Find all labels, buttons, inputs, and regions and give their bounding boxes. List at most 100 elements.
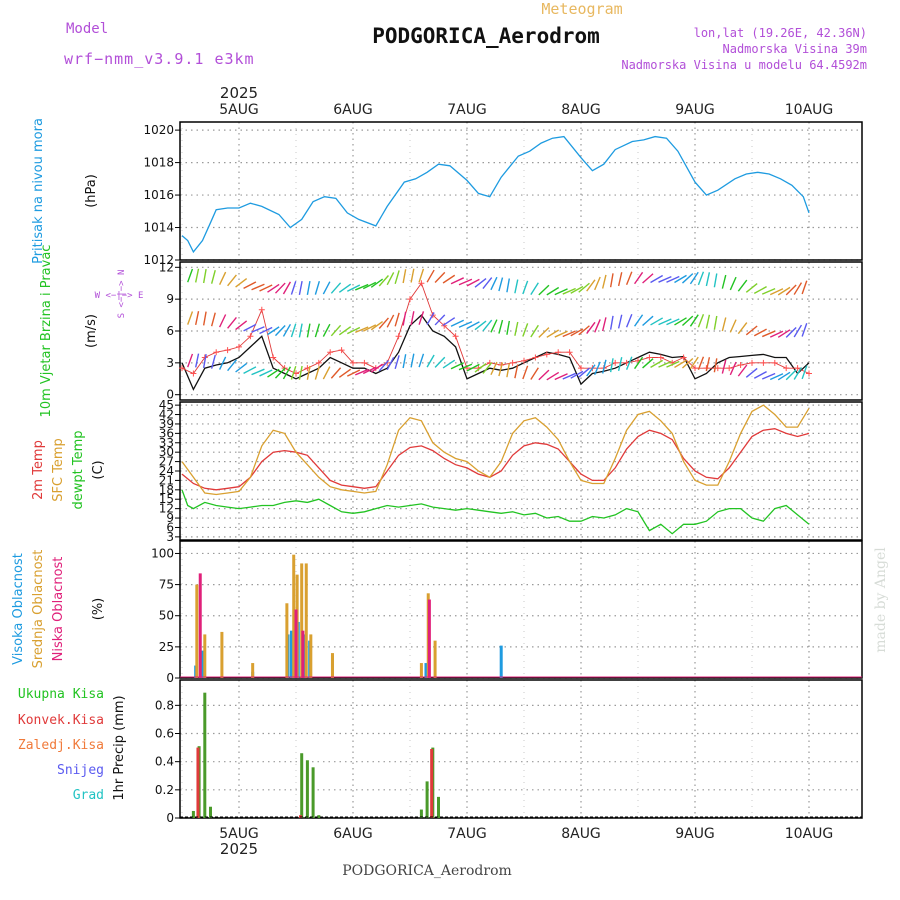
compass-sn: S <−|−> N <box>117 270 127 319</box>
bar-ukupna-kisa <box>300 753 304 818</box>
wind-barb <box>530 324 539 338</box>
wind-barb <box>298 280 303 295</box>
top-axis: 5AUG 6AUG 7AUG 8AUG 9AUG 10AUG <box>219 102 833 118</box>
gust-point <box>350 359 356 366</box>
panels: 1012101410161018102003691236912151821242… <box>143 121 863 825</box>
wind-barb <box>650 317 664 326</box>
bar-ukupna-kisa <box>317 815 321 818</box>
elevation-text: Nadmorska Visina 39m <box>723 42 868 56</box>
panel-frame <box>179 401 863 541</box>
wind-barb <box>338 368 352 378</box>
wind-barb <box>298 365 303 380</box>
wind-barb <box>506 278 511 293</box>
ytick-label: 18 <box>159 483 174 497</box>
series-line-2m-temp <box>181 428 810 491</box>
gust-point <box>270 354 277 361</box>
bar-visoka-oblacnost <box>424 663 428 678</box>
gridlines <box>180 541 862 679</box>
gust-point <box>680 354 687 361</box>
wind-barb <box>721 359 727 374</box>
bar-niska-oblacnost <box>294 609 298 678</box>
gust-point <box>521 357 527 364</box>
bar-srednja-oblacnost <box>330 653 334 678</box>
wind-barb <box>745 282 758 293</box>
legend-conv-rain: Konvek.Kisa <box>18 713 104 728</box>
series-line-pritisak-na-nivou-mora <box>181 135 810 254</box>
legend-hail: Grad <box>73 788 104 803</box>
wind-barb <box>713 273 718 288</box>
wind-barb <box>674 274 687 284</box>
bar-niska-oblacnost <box>427 599 431 678</box>
gust-point <box>794 365 801 372</box>
ytick-label: 33 <box>159 436 174 450</box>
wind-barb <box>658 318 672 326</box>
ytick-label: 3 <box>166 356 174 370</box>
header: Model wrf−nmm_v3.9.1 e3km Meteogram PODG… <box>64 0 867 72</box>
wind-barb <box>346 284 361 292</box>
wind-barb <box>737 322 748 335</box>
wind-barb <box>434 314 446 326</box>
wind-barb <box>235 362 248 373</box>
bar-srednja-oblacnost <box>251 663 255 678</box>
wind-barb <box>378 275 389 287</box>
wind-barb <box>538 327 550 338</box>
bar-visoka-oblacnost <box>289 630 293 678</box>
ytick-label: 12 <box>159 260 174 274</box>
wind-barb <box>355 326 369 334</box>
gust-point <box>657 354 664 361</box>
wind-barb <box>394 312 400 327</box>
bottom-day-label: 5AUG <box>219 826 259 842</box>
wind-barb <box>466 321 480 329</box>
wind-barb <box>227 316 237 329</box>
bar-srednja-oblacnost <box>195 584 199 678</box>
wind-barb <box>793 282 803 295</box>
gust-point <box>612 359 619 366</box>
gust-point <box>361 359 368 366</box>
wind-barb <box>370 363 384 373</box>
wind-barb <box>386 272 395 286</box>
wind-barb <box>426 312 435 326</box>
wind-barb <box>793 324 803 338</box>
ytick-label: 50 <box>159 609 174 623</box>
model-label: Model <box>66 21 108 37</box>
wind-barb <box>650 359 664 368</box>
wind-barb <box>330 282 342 294</box>
wind-barb <box>251 368 265 376</box>
wind-barbs <box>187 268 808 381</box>
gust-point <box>327 349 334 356</box>
mid-cloud-label: Srednja Oblacnost <box>31 550 46 669</box>
wind-barb <box>282 281 292 295</box>
wind-barb <box>330 324 342 337</box>
gust-point <box>407 296 413 303</box>
wind-barb <box>522 280 529 295</box>
bar-srednja-oblacnost <box>203 634 207 678</box>
wind-barb <box>218 356 227 370</box>
wind-barb <box>658 360 672 368</box>
wind-barb <box>498 277 504 292</box>
ytick-label: 45 <box>159 398 174 412</box>
gust-point <box>338 347 345 354</box>
wind-barb <box>362 281 377 290</box>
wind-barb <box>546 286 560 296</box>
wind-barb <box>506 363 511 378</box>
wind-barb <box>259 284 273 292</box>
temp-unit: (C) <box>91 460 106 479</box>
wind-barb <box>538 369 550 381</box>
wind-barb <box>777 286 791 296</box>
wind-barb <box>785 326 797 338</box>
wind-barb <box>578 367 590 378</box>
wind-barb <box>410 268 415 283</box>
wind-barb <box>346 326 361 335</box>
wind-barb <box>482 277 493 289</box>
ytick-label: 1018 <box>143 156 174 170</box>
gust-point <box>771 359 778 366</box>
wind-barb <box>522 365 529 380</box>
wind-barb <box>617 314 623 329</box>
wind-barb <box>442 274 456 284</box>
gust-point <box>555 349 562 356</box>
bar-konvek-kisa <box>430 749 434 818</box>
panel-frame <box>179 261 863 401</box>
gust-point <box>418 280 425 287</box>
wind-barb <box>674 359 687 369</box>
wind-barb <box>259 369 273 377</box>
